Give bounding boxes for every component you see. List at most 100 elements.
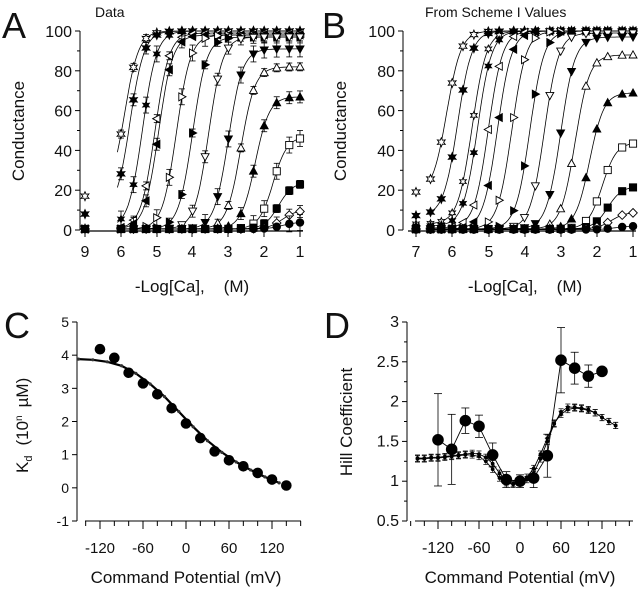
data-point xyxy=(212,193,223,202)
fit-point xyxy=(263,475,267,479)
fit-curve xyxy=(430,32,633,230)
data-point xyxy=(272,33,282,43)
y-tick-label: 80 xyxy=(377,64,395,81)
data-point xyxy=(295,218,305,227)
panel-b-plot: 0 20 40 60 80 100 7 6 5 4 3 2 1 xyxy=(368,24,639,261)
data-point xyxy=(521,55,530,65)
fit-point xyxy=(490,467,495,472)
data-point xyxy=(592,34,602,44)
data-point xyxy=(116,168,126,180)
fit-curve xyxy=(430,143,634,230)
data-point xyxy=(510,112,519,123)
y-tick-label: -1 xyxy=(57,513,70,529)
data-point xyxy=(447,225,457,234)
data-point xyxy=(80,190,90,202)
data-point xyxy=(545,225,555,234)
data-point xyxy=(618,187,627,196)
data-point xyxy=(295,134,305,143)
data-point xyxy=(152,224,162,234)
data-point xyxy=(176,37,186,47)
data-point xyxy=(80,208,90,220)
series-data xyxy=(432,327,608,488)
data-point xyxy=(592,29,602,39)
panel-a-ylabel: Conductance xyxy=(9,81,28,181)
data-point xyxy=(284,33,294,43)
x-tick-label: 60 xyxy=(552,540,570,557)
data-point xyxy=(628,49,638,59)
data-point xyxy=(628,207,638,218)
data-point xyxy=(259,46,269,56)
data-point xyxy=(284,45,294,55)
data-point xyxy=(272,204,281,213)
x-tick-label: -60 xyxy=(132,540,154,557)
data-point xyxy=(469,42,479,54)
data-point xyxy=(546,27,555,37)
data-point xyxy=(509,225,518,234)
data-point xyxy=(213,224,222,234)
data-point xyxy=(248,33,259,43)
data-point xyxy=(151,113,161,124)
x-tick-label: 5 xyxy=(153,244,162,261)
data-point xyxy=(581,81,591,90)
data-point xyxy=(153,213,162,223)
data-point xyxy=(531,89,541,99)
x-tick-label: 3 xyxy=(557,244,566,261)
data-point xyxy=(458,40,468,52)
data-point xyxy=(259,33,269,43)
fit-point xyxy=(552,421,557,425)
data-point xyxy=(201,60,211,70)
data-point xyxy=(141,224,151,234)
series-fit xyxy=(76,357,281,485)
data-point xyxy=(581,38,591,48)
data-point xyxy=(109,352,120,364)
data-point xyxy=(469,110,479,121)
data-point xyxy=(272,97,282,107)
panel-a-xlabel: -Log[Ca], (M) xyxy=(135,277,249,296)
data-point xyxy=(494,61,503,72)
x-tick-label: 0 xyxy=(516,540,525,557)
y-tick-label: 1 xyxy=(390,473,399,490)
fit-point xyxy=(277,481,281,485)
data-point xyxy=(260,204,269,213)
data-point xyxy=(592,57,602,67)
fit-point xyxy=(477,454,481,459)
y-tick-label: 1.5 xyxy=(377,433,399,450)
series-s2 xyxy=(411,25,638,222)
x-tick-label: 6 xyxy=(117,244,126,261)
data-point xyxy=(214,30,223,41)
data-point xyxy=(180,418,192,429)
data-point xyxy=(187,31,197,42)
data-point xyxy=(582,370,595,382)
series-data xyxy=(94,343,292,491)
data-point xyxy=(500,473,513,486)
fit-point xyxy=(565,407,570,412)
data-point xyxy=(484,61,493,71)
x-tick-label: 4 xyxy=(188,244,197,261)
data-point xyxy=(248,166,259,175)
data-point xyxy=(249,224,258,234)
data-point xyxy=(510,205,519,216)
data-point xyxy=(214,37,223,48)
fit-point xyxy=(162,395,167,399)
data-point xyxy=(129,224,138,234)
fit-point xyxy=(234,460,238,464)
data-point xyxy=(494,225,504,234)
data-point xyxy=(432,434,444,446)
data-point xyxy=(295,61,305,71)
data-point xyxy=(484,225,493,234)
data-point xyxy=(116,214,126,224)
data-point xyxy=(521,161,530,171)
data-point xyxy=(469,147,479,158)
fit-point xyxy=(483,459,488,464)
data-point xyxy=(123,367,134,379)
data-point xyxy=(628,87,638,97)
data-point xyxy=(272,167,281,176)
panel-b-xlabel: -Log[Ca], (M) xyxy=(468,277,582,296)
data-point xyxy=(566,33,577,43)
fit-point xyxy=(538,452,543,457)
data-point xyxy=(200,224,210,234)
y-tick-label: 5 xyxy=(61,314,69,330)
data-point xyxy=(295,180,305,189)
data-point xyxy=(224,33,234,43)
